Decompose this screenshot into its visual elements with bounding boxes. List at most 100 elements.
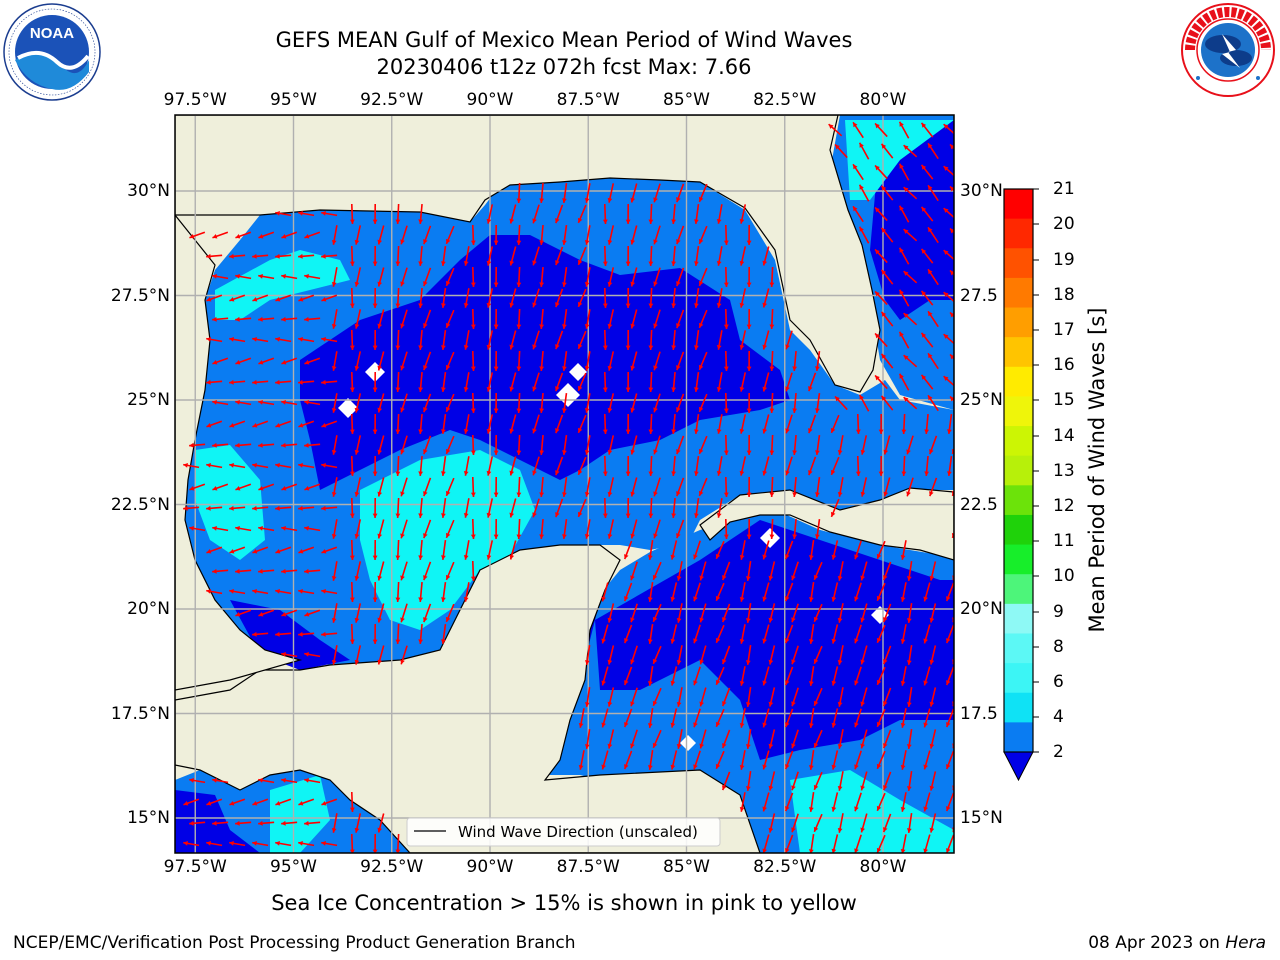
wind-arrow-head [946, 806, 951, 812]
credit-text: NCEP/EMC/Verification Post Processing Pr… [13, 933, 576, 953]
cyan-central [360, 450, 535, 630]
wind-arrow-head [875, 375, 880, 381]
wind-arrow-head [298, 463, 303, 468]
wind-arrow-head [532, 260, 537, 266]
lon-label-top: 92.5°W [360, 90, 424, 110]
wind-arrow-head [418, 429, 424, 434]
deep-region-gulf [300, 235, 790, 490]
wind-arrow-head [950, 144, 954, 150]
wind-arrow-head [258, 778, 263, 783]
wind-arrow-head [441, 639, 446, 644]
wind-arrow-head [943, 208, 949, 213]
wind-arrow-head [252, 337, 257, 342]
wind-arrow-head [881, 227, 887, 233]
wind-arrow-head [739, 596, 745, 602]
wind-arrow-head [183, 463, 188, 468]
wind-arrow-head [648, 219, 654, 224]
colorbar-segment [1004, 189, 1033, 220]
colorbar-tick-label: 21 [1053, 179, 1075, 199]
wind-arrow-head [206, 801, 212, 806]
wind-arrow-head [486, 302, 492, 308]
wind-arrow-head [698, 280, 704, 286]
wind-arrow-head [258, 612, 264, 617]
wind-arrow-head [493, 492, 499, 497]
wind-arrow-head [400, 407, 405, 413]
wind-arrow-head [400, 281, 405, 287]
wind-arrow-head [252, 841, 257, 846]
wind-arrow-head [372, 639, 378, 644]
wind-arrow-head [745, 702, 751, 707]
wind-arrow-head [235, 234, 241, 239]
wind-arrow-head [577, 511, 583, 517]
wind-arrow-head [354, 407, 360, 413]
wind-arrow-head [903, 313, 909, 318]
wind-arrow-head [423, 323, 428, 329]
land-central-america [175, 544, 761, 853]
wind-arrow-head [372, 303, 378, 308]
lat-label-right: 22.5 [960, 494, 998, 515]
wind-arrow-head [813, 700, 819, 706]
wind-arrow-head [624, 638, 629, 644]
wind-arrow-head [509, 344, 515, 350]
wind-arrow-head [854, 764, 859, 770]
wind-arrow-head [676, 533, 681, 539]
wind-arrow-head [694, 345, 699, 350]
wind-arrow-head [602, 429, 608, 434]
wind-arrow-head [837, 575, 843, 581]
wind-arrow-head [486, 260, 492, 266]
wind-arrow-head [762, 344, 768, 350]
wind-arrow-head [769, 450, 775, 455]
wind-arrow-head [929, 617, 935, 623]
wind-arrow-head [929, 701, 935, 707]
wind-arrow-head [630, 743, 635, 749]
wind-arrow-head [653, 365, 658, 371]
wind-arrow-head [584, 324, 590, 329]
wind-arrow-head [395, 261, 401, 266]
wind-arrow-head [349, 639, 355, 644]
land-mexico [175, 214, 303, 691]
wind-arrow-head [854, 848, 859, 853]
wind-arrow-head [304, 778, 309, 783]
wind-arrow-head [418, 261, 424, 266]
wind-arrow-head [298, 631, 303, 637]
wind-arrow-head [493, 240, 499, 245]
wind-arrow-head [722, 701, 727, 707]
wind-arrow-head [252, 423, 258, 428]
colorbar-tick-label: 13 [1053, 461, 1075, 481]
wind-arrow-head [723, 408, 729, 413]
wind-arrow-head [855, 429, 861, 434]
wind-arrow-head [830, 469, 836, 475]
wind-arrow-head [630, 533, 636, 539]
wind-arrow-head [785, 848, 790, 853]
wind-arrow-head [577, 469, 583, 475]
wind-arrow-head [400, 659, 405, 665]
wind-arrow-head [854, 596, 859, 602]
wind-arrow-head [509, 386, 515, 392]
wind-arrow-head [212, 274, 217, 279]
wind-arrow-head [946, 722, 951, 728]
wind-arrow-head [831, 554, 837, 560]
wind-arrow-head [602, 345, 608, 350]
wind-arrow-head [281, 652, 286, 657]
colorbar-tick-label: 14 [1053, 426, 1075, 446]
lat-label-right: 20°N [960, 599, 1003, 619]
wind-arrow-head [835, 396, 840, 402]
colorbar-segment [1004, 396, 1033, 427]
wind-arrow-head [252, 549, 258, 554]
wind-arrow-head [418, 639, 424, 644]
wind-arrow-head [275, 505, 280, 511]
wind-arrow-head [298, 423, 304, 428]
wind-arrow-head [785, 428, 790, 434]
wind-arrow-head [876, 553, 882, 559]
wind-arrow-head [400, 239, 405, 245]
wind-arrow-head [899, 331, 904, 337]
wind-arrow-head [584, 450, 590, 455]
wind-arrow-head [354, 365, 360, 371]
wind-arrow-head [906, 449, 911, 455]
wind-arrow-head [837, 617, 843, 623]
wind-arrow-head [445, 616, 451, 622]
lon-label-top: 85°W [663, 90, 710, 110]
wind-arrow-head [950, 312, 954, 318]
wind-arrow-head [762, 302, 768, 308]
wind-arrow-head [792, 450, 798, 455]
